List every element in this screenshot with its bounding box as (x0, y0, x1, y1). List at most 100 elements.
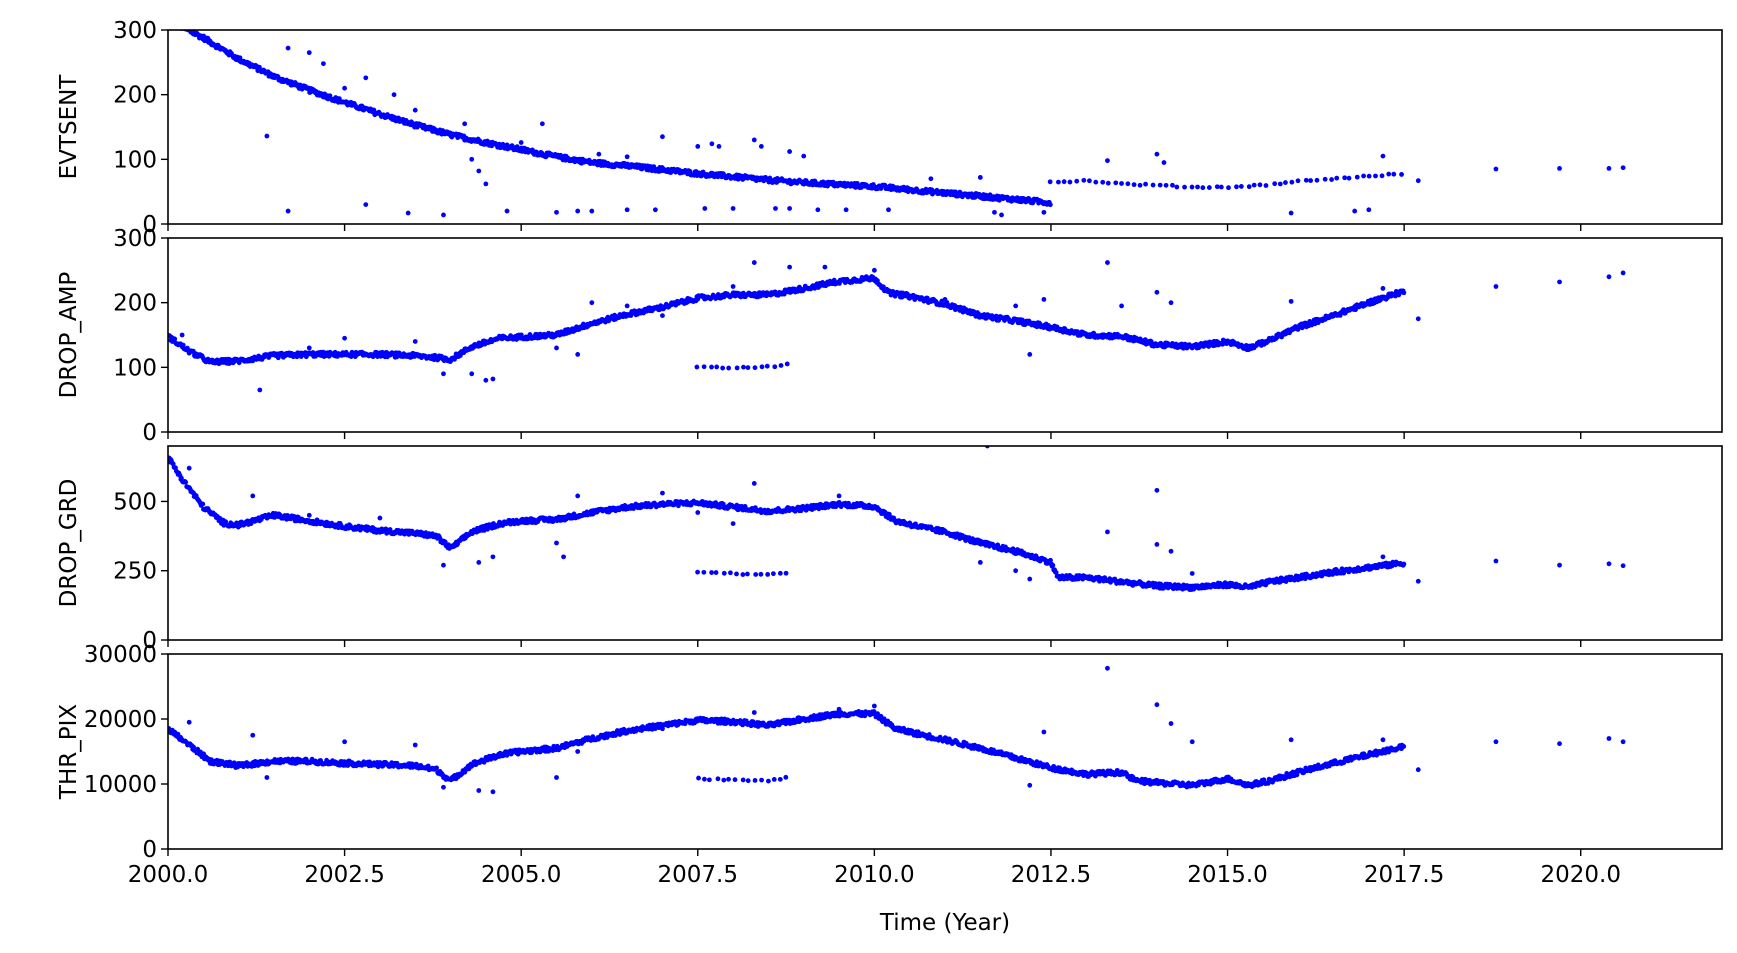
data-point (787, 206, 792, 211)
data-point (1322, 176, 1328, 182)
data-point (1380, 286, 1386, 291)
data-point (1361, 173, 1366, 179)
data-point (1168, 548, 1174, 554)
data-point (554, 345, 559, 351)
data-point (179, 332, 185, 338)
data-point (1329, 177, 1334, 182)
data-point (1380, 554, 1386, 560)
data-point (483, 377, 489, 383)
data-point (652, 207, 658, 213)
data-point (554, 540, 559, 546)
data-point (1493, 166, 1499, 172)
data-point (1105, 180, 1111, 186)
data-point (1087, 178, 1092, 184)
data-point (695, 569, 700, 575)
data-point (1189, 184, 1195, 190)
y-tick-label: 300 (113, 18, 157, 44)
data-point (1399, 172, 1404, 177)
data-point (758, 144, 764, 149)
data-point (886, 207, 891, 213)
data-point (1415, 178, 1421, 184)
data-point (490, 376, 496, 382)
data-point (1386, 171, 1392, 177)
y-axis-label: EVTSENT (56, 74, 82, 180)
data-point (1401, 561, 1407, 567)
data-point (1189, 345, 1195, 351)
data-point (1100, 179, 1106, 185)
data-point (469, 371, 475, 377)
data-point (1303, 177, 1309, 183)
data-point (1334, 175, 1340, 181)
y-tick-label: 250 (113, 559, 157, 585)
data-point (886, 511, 892, 517)
data-point (1277, 181, 1283, 187)
y-tick-label: 100 (113, 355, 157, 381)
data-point (695, 510, 701, 515)
data-point (1557, 279, 1562, 285)
data-point (1288, 210, 1294, 216)
data-point (200, 501, 206, 507)
data-point (759, 364, 765, 370)
data-point (1050, 562, 1056, 568)
data-point (709, 364, 714, 370)
data-point (391, 92, 397, 98)
data-point (1366, 207, 1372, 213)
data-points-panel-1 (168, 260, 1626, 393)
data-point (880, 284, 886, 290)
data-points-panel-2 (168, 446, 1626, 592)
data-point (751, 260, 757, 265)
data-point (1288, 298, 1294, 304)
data-point (752, 365, 758, 371)
data-point (720, 365, 726, 371)
data-point (539, 121, 545, 127)
data-point (1246, 184, 1252, 190)
data-point (441, 212, 446, 218)
data-point (753, 572, 759, 577)
data-point (504, 208, 510, 214)
data-point (1010, 546, 1016, 552)
data-point (660, 313, 665, 318)
data-point (815, 207, 821, 213)
data-point (589, 208, 595, 214)
data-point (624, 207, 630, 213)
data-point (172, 336, 178, 342)
data-point (1401, 290, 1407, 296)
data-point (1013, 303, 1019, 309)
y-tick-label: 0 (142, 628, 157, 654)
data-point (1206, 344, 1212, 349)
data-point (1113, 180, 1119, 186)
data-point (1174, 184, 1180, 190)
data-point (624, 154, 630, 160)
data-point (772, 364, 778, 370)
data-point (250, 493, 256, 499)
data-point (1195, 184, 1200, 190)
data-point (1283, 180, 1288, 185)
data-point (773, 206, 778, 211)
data-point (1053, 570, 1059, 575)
data-point (1557, 562, 1562, 568)
data-point (741, 364, 746, 370)
data-point (1067, 179, 1073, 185)
data-point (1415, 578, 1421, 584)
data-point (1234, 184, 1239, 190)
data-point (1352, 208, 1358, 214)
data-point (765, 572, 771, 577)
data-point (405, 210, 411, 216)
data-point (1137, 182, 1143, 188)
y-tick-label: 100 (113, 147, 157, 173)
data-point (701, 364, 707, 370)
data-point (999, 212, 1004, 218)
data-point (1257, 182, 1263, 188)
data-point (717, 505, 723, 510)
data-point (1131, 182, 1137, 188)
data-point (1047, 202, 1053, 208)
data-point (1214, 184, 1220, 190)
data-point (363, 202, 369, 208)
data-point (709, 570, 714, 575)
data-point (843, 207, 849, 213)
data-point (462, 121, 468, 127)
data-point (596, 151, 602, 157)
data-point (751, 481, 757, 486)
